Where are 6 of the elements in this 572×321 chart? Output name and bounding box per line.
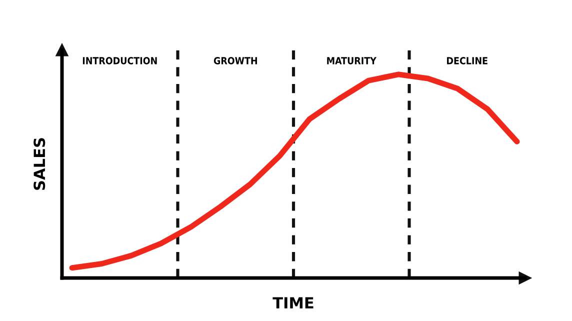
text: GROWTH bbox=[214, 57, 257, 64]
y-axis-title: SALES bbox=[34, 138, 46, 190]
text: MATURITY bbox=[327, 57, 377, 64]
text: INTRODUCTION bbox=[82, 57, 157, 64]
x-axis-title: TIME bbox=[272, 297, 314, 308]
text: DECLINE bbox=[447, 57, 488, 64]
